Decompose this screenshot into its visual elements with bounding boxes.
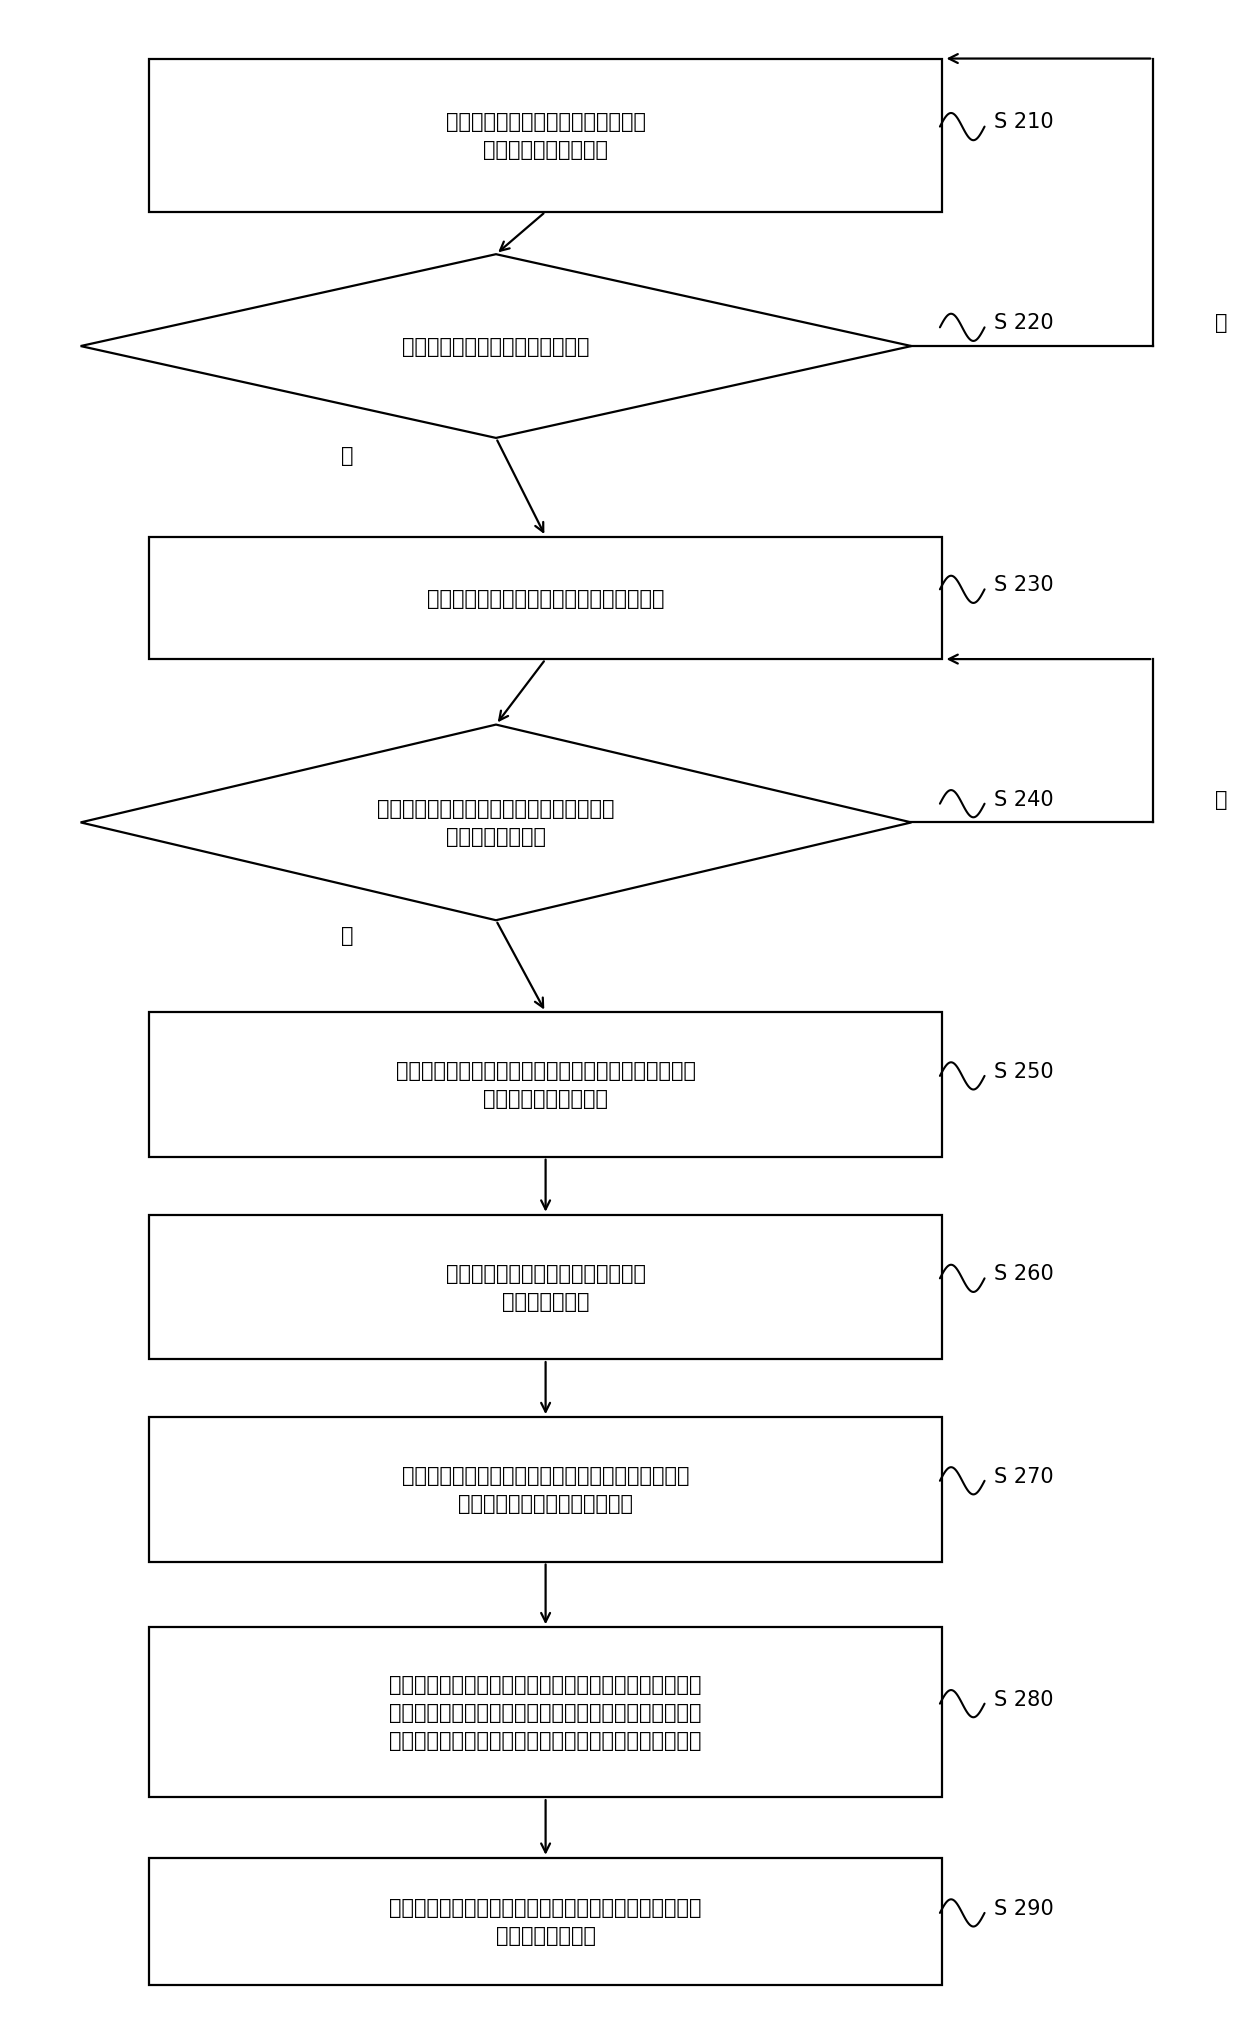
Text: 否: 否 [1215,313,1228,333]
Text: 根据光照强度等级与背光亮度等级的对应关系，设置液晶
显示屏的背光亮度: 根据光照强度等级与背光亮度等级的对应关系，设置液晶 显示屏的背光亮度 [389,1898,702,1945]
Text: 将光照强度值的平均值作为参考光照强度值: 将光照强度值的平均值作为参考光照强度值 [427,589,665,608]
Text: 判断标准光源照射时输出的标准光照强度值
是否满足预设范围: 判断标准光源照射时输出的标准光照强度值 是否满足预设范围 [377,799,615,847]
Text: S 260: S 260 [994,1264,1054,1284]
FancyBboxPatch shape [149,1012,942,1156]
FancyBboxPatch shape [149,59,942,213]
Text: 判断光照强度值是否满足预设范围: 判断光照强度值是否满足预设范围 [402,337,590,358]
Text: S 220: S 220 [994,313,1054,333]
Text: 获取至少一个光传感器在标准光源照
射时输出的光照强度值: 获取至少一个光传感器在标准光源照 射时输出的光照强度值 [445,112,646,161]
Text: 是: 是 [341,445,353,465]
Text: 将待校正光照强度值和光传感器的校正系数的乘积作
为光传感器校正后的光照强度值: 将待校正光照强度值和光传感器的校正系数的乘积作 为光传感器校正后的光照强度值 [402,1465,689,1514]
FancyBboxPatch shape [149,1215,942,1359]
FancyBboxPatch shape [149,1416,942,1563]
Text: S 250: S 250 [994,1061,1054,1081]
Text: S 210: S 210 [994,112,1054,132]
Text: S 280: S 280 [994,1689,1054,1709]
Text: 是: 是 [341,925,353,945]
Text: 按照预设等级划分规则，分别将光传感器的光照强度值和
液晶显示屏的背光亮度进行等级划分得到至少一个光传感
器的光照强度等级和至少一个液晶显示屏的背光亮度等级: 按照预设等级划分规则，分别将光传感器的光照强度值和 液晶显示屏的背光亮度进行等级… [389,1674,702,1750]
Text: 获取参考光照强度值相对于标准光照强度值的比值，作
为光传感器的校正系数: 获取参考光照强度值相对于标准光照强度值的比值，作 为光传感器的校正系数 [396,1061,696,1109]
FancyBboxPatch shape [149,1857,942,1985]
Text: S 270: S 270 [994,1465,1054,1485]
Text: S 240: S 240 [994,788,1054,809]
Text: S 230: S 230 [994,575,1054,595]
Text: 否: 否 [1215,788,1228,809]
FancyBboxPatch shape [149,536,942,660]
Text: 获取在环境光照时光传感器输出的待
校正光照强度值: 获取在环境光照时光传感器输出的待 校正光照强度值 [445,1264,646,1311]
Polygon shape [81,725,911,920]
Text: S 290: S 290 [994,1898,1054,1918]
FancyBboxPatch shape [149,1628,942,1798]
Polygon shape [81,256,911,439]
